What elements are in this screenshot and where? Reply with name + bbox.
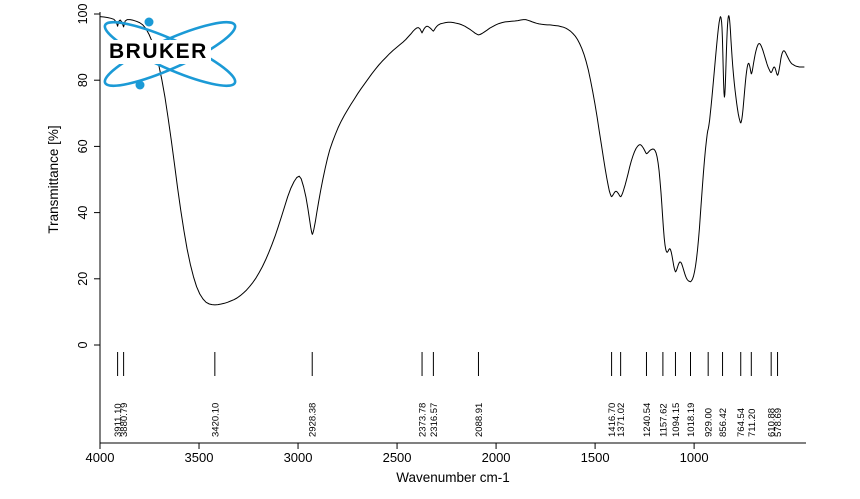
peak-label: 1371.02	[616, 403, 627, 437]
x-tick-label: 2500	[383, 450, 412, 465]
y-axis-title: Transmittance [%]	[46, 125, 61, 233]
peak-label: 2088.91	[474, 403, 485, 437]
peak-label: 3420.10	[210, 403, 221, 437]
x-axis-title: Wavenumber cm-1	[396, 470, 510, 485]
y-tick-label: 100	[76, 4, 90, 25]
peak-label: 711.20	[747, 409, 758, 437]
electron-dot	[144, 17, 154, 27]
x-tick-label: 4000	[86, 450, 115, 465]
peak-label: 1018.19	[686, 403, 697, 437]
x-tick-label: 3500	[185, 450, 214, 465]
peak-label: 610.88	[767, 408, 778, 437]
y-tick-label: 80	[76, 73, 90, 87]
peak-label: 2373.78	[418, 403, 429, 437]
peak-label: 3911.10	[113, 403, 124, 437]
peak-label: 3880.79	[119, 403, 130, 437]
x-tick-label: 2000	[482, 450, 511, 465]
y-tick-label: 60	[76, 139, 90, 153]
y-tick-label: 20	[76, 272, 90, 286]
peak-label: 2316.57	[429, 403, 440, 437]
electron-dot	[135, 80, 145, 90]
peak-label: 578.69	[773, 408, 784, 437]
peak-label: 1240.54	[642, 403, 653, 437]
y-tick-label: 0	[76, 341, 90, 348]
bruker-logo: BRUKER	[94, 10, 246, 96]
bruker-logo-text: BRUKER	[106, 40, 211, 64]
x-tick-label: 1000	[680, 450, 709, 465]
peak-label: 1416.70	[607, 403, 618, 437]
peak-label: 764.54	[736, 408, 747, 437]
x-tick-label: 3000	[284, 450, 313, 465]
peak-label: 1094.15	[671, 403, 682, 437]
peak-label: 929.00	[704, 408, 715, 437]
x-tick-label: 1500	[581, 450, 610, 465]
peak-label: 856.42	[718, 408, 729, 437]
y-tick-label: 40	[76, 206, 90, 220]
peak-label: 1157.62	[658, 403, 669, 437]
peak-label: 2928.38	[308, 403, 319, 437]
spectrum-curve	[99, 15, 805, 306]
